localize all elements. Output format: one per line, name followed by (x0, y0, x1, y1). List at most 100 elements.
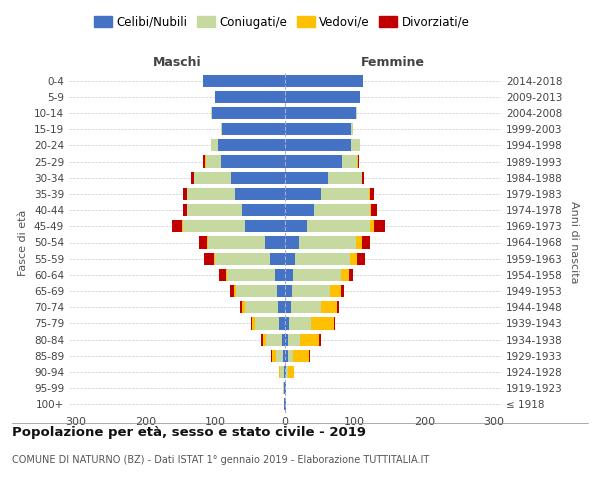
Bar (212, 107, 285, 119)
Bar (227, 269, 275, 281)
Bar (204, 252, 214, 265)
Bar (234, 285, 236, 297)
Bar (242, 301, 245, 314)
Bar (279, 366, 280, 378)
Bar (311, 318, 334, 330)
Bar (285, 107, 356, 119)
Bar (285, 318, 289, 330)
Bar (328, 172, 362, 184)
Bar (211, 140, 218, 151)
Bar (280, 366, 284, 378)
Bar (285, 236, 299, 248)
Bar (271, 350, 272, 362)
Legend: Celibi/Nubili, Coniugati/e, Vedovi/e, Divorziati/e: Celibi/Nubili, Coniugati/e, Vedovi/e, Di… (89, 11, 475, 34)
Bar (236, 285, 277, 297)
Bar (283, 382, 284, 394)
Bar (349, 269, 353, 281)
Bar (240, 301, 242, 314)
Text: COMUNE DI NATURNO (BZ) - Dati ISTAT 1° gennaio 2019 - Elaborazione TUTTITALIA.IT: COMUNE DI NATURNO (BZ) - Dati ISTAT 1° g… (12, 455, 429, 465)
Bar (319, 334, 320, 345)
Bar (362, 236, 370, 248)
Bar (368, 188, 370, 200)
Bar (226, 269, 227, 281)
Bar (183, 220, 245, 232)
Bar (275, 269, 285, 281)
Bar (283, 350, 285, 362)
Bar (252, 318, 255, 330)
Bar (255, 318, 280, 330)
Bar (219, 269, 226, 281)
Bar (374, 220, 385, 232)
Bar (187, 188, 235, 200)
Bar (358, 156, 359, 168)
Bar (245, 301, 278, 314)
Bar (292, 285, 329, 297)
Bar (272, 350, 276, 362)
Bar (251, 318, 252, 330)
Bar (215, 252, 269, 265)
Bar (334, 318, 335, 330)
Bar (215, 90, 285, 103)
Bar (341, 269, 349, 281)
Bar (307, 220, 370, 232)
Bar (276, 350, 283, 362)
Bar (321, 301, 337, 314)
Bar (314, 204, 370, 216)
Bar (191, 172, 194, 184)
Bar (285, 172, 328, 184)
Bar (329, 285, 341, 297)
Bar (351, 123, 353, 135)
Bar (285, 204, 314, 216)
Bar (182, 204, 187, 216)
Bar (295, 252, 350, 265)
Bar (211, 107, 212, 119)
Bar (285, 156, 342, 168)
Bar (337, 301, 338, 314)
Bar (285, 398, 286, 410)
Bar (289, 366, 294, 378)
Bar (285, 366, 286, 378)
Bar (370, 220, 374, 232)
Bar (362, 172, 364, 184)
Bar (289, 334, 299, 345)
Bar (299, 334, 319, 345)
Bar (269, 252, 285, 265)
Bar (308, 350, 310, 362)
Text: Popolazione per età, sesso e stato civile - 2019: Popolazione per età, sesso e stato civil… (12, 426, 366, 439)
Bar (285, 382, 286, 394)
Bar (356, 107, 357, 119)
Y-axis label: Fasce di età: Fasce di età (19, 210, 28, 276)
Bar (285, 220, 307, 232)
Bar (203, 156, 205, 168)
Bar (370, 204, 371, 216)
Bar (206, 156, 221, 168)
Bar (286, 366, 289, 378)
Bar (245, 220, 285, 232)
Bar (284, 366, 285, 378)
Bar (203, 74, 285, 86)
Bar (221, 123, 222, 135)
Bar (371, 204, 377, 216)
Bar (356, 236, 362, 248)
Bar (285, 188, 321, 200)
Bar (187, 204, 242, 216)
Bar (199, 236, 207, 248)
Bar (172, 220, 182, 232)
Bar (285, 269, 293, 281)
Bar (183, 188, 187, 200)
Bar (351, 140, 359, 151)
Bar (285, 334, 289, 345)
Bar (263, 334, 266, 345)
Bar (350, 252, 357, 265)
Bar (266, 334, 281, 345)
Y-axis label: Anni di nascita: Anni di nascita (569, 201, 579, 283)
Bar (221, 156, 285, 168)
Bar (299, 236, 356, 248)
Bar (194, 172, 230, 184)
Bar (290, 301, 321, 314)
Bar (288, 350, 293, 362)
Bar (280, 318, 285, 330)
Bar (285, 301, 290, 314)
Bar (207, 236, 208, 248)
Bar (285, 123, 351, 135)
